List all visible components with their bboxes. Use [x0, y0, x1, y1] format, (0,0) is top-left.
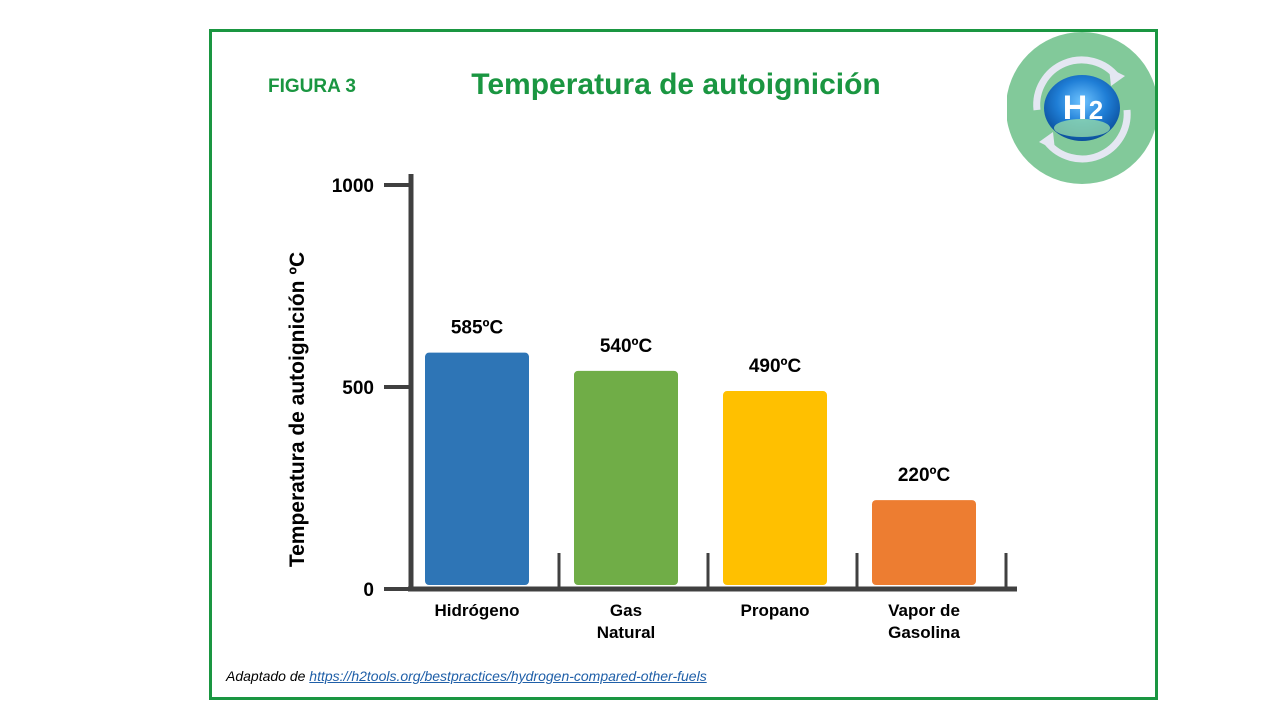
bar-2 — [723, 391, 827, 585]
value-label: 540ºC — [600, 336, 653, 357]
logo-h-text: H — [1063, 89, 1088, 127]
bar-chart: 0 500 1000 Temperatura de autoignición ºC 58… — [286, 174, 1017, 642]
category-label: Gas — [610, 601, 642, 620]
y-tick-label: 1000 — [332, 176, 374, 197]
category-label: Gasolina — [888, 623, 960, 642]
category-label: Propano — [741, 601, 810, 620]
category-label: Hidrógeno — [435, 601, 520, 620]
chart-bars — [425, 352, 976, 585]
chart-labels: 0 500 1000 Temperatura de autoignición ºC 58… — [286, 176, 960, 642]
logo-2-text: 2 — [1089, 95, 1103, 125]
bar-3 — [872, 500, 976, 585]
chart-title: Temperatura de autoignición — [471, 68, 881, 101]
category-label: Vapor de — [888, 601, 960, 620]
y-tick-label: 500 — [342, 378, 374, 399]
h2-cycle-icon: H 2 — [1007, 32, 1155, 184]
chart-axes — [384, 174, 1017, 592]
source-link[interactable]: https://h2tools.org/bestpractices/hydrog… — [309, 668, 707, 684]
figure-frame: FIGURA 3 Temperatura de autoignición H 2… — [209, 29, 1158, 700]
figure-label: FIGURA 3 — [268, 76, 356, 97]
category-label: Natural — [597, 623, 656, 642]
bar-0 — [425, 352, 529, 585]
value-label: 220ºC — [898, 465, 951, 486]
y-tick-label: 0 — [363, 580, 374, 601]
value-label: 585ºC — [451, 318, 504, 339]
value-label: 490ºC — [749, 356, 802, 377]
source-note: Adaptado de https://h2tools.org/bestprac… — [226, 668, 707, 684]
y-axis-title: Temperatura de autoignición ºC — [286, 252, 309, 567]
source-prefix: Adaptado de — [226, 668, 310, 684]
bar-1 — [574, 370, 678, 585]
